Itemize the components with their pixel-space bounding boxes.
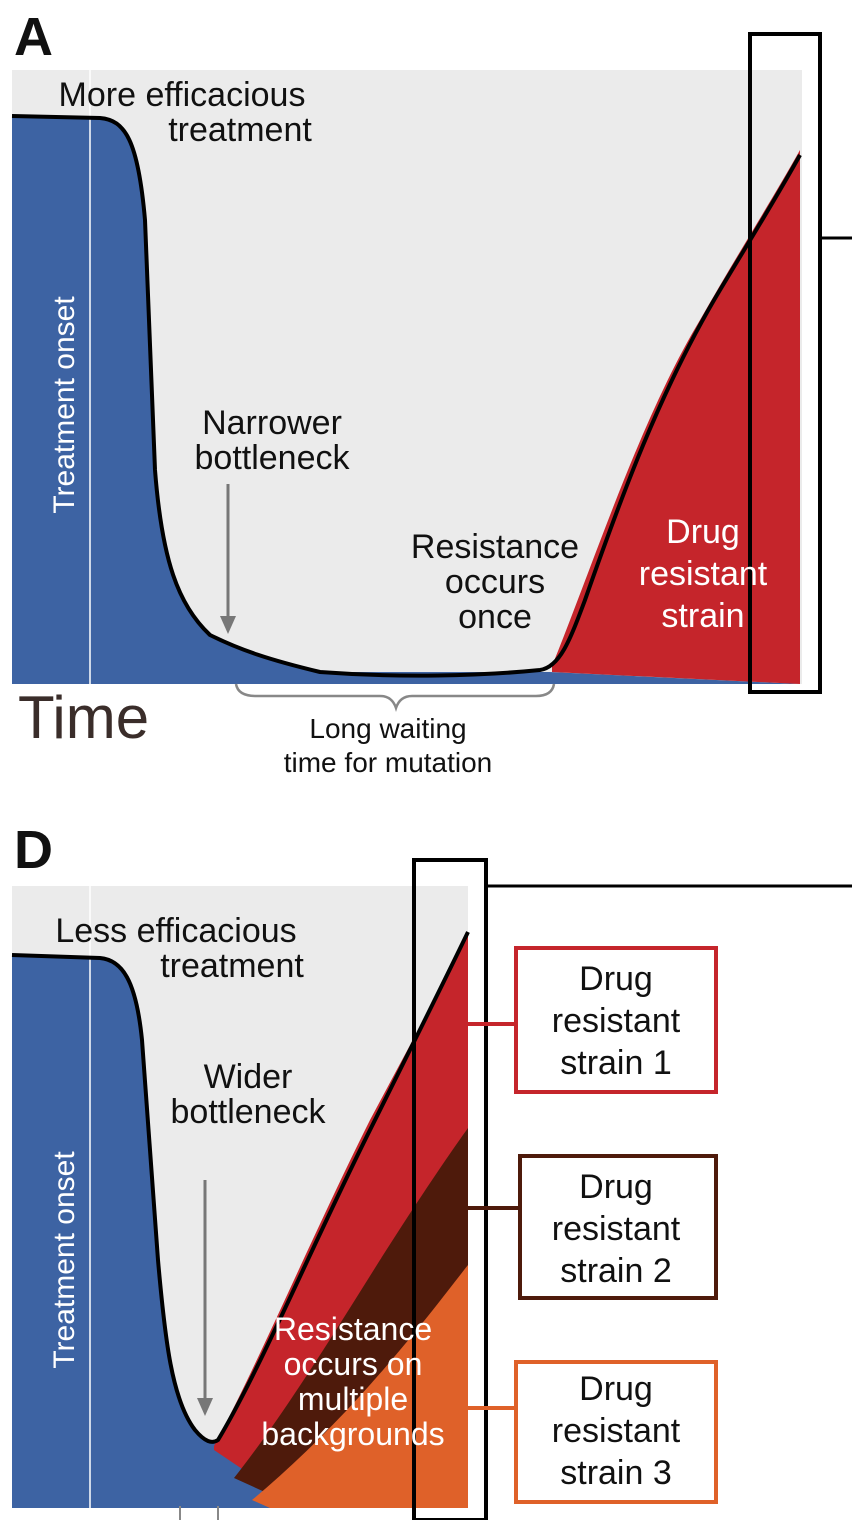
panel-a: A More efficacious treatment Treatment o… xyxy=(11,7,852,778)
panel-d-population-curve xyxy=(11,931,470,1444)
strain-2-label-2: resistant xyxy=(552,1210,681,1248)
panel-d-treatment-label-1: Less efficacious xyxy=(55,912,296,950)
panel-d-resistance-label-2: occurs on xyxy=(284,1346,423,1382)
panel-d-strain-3-box xyxy=(514,1360,718,1504)
panel-a-resistance-label-2: occurs xyxy=(445,563,545,601)
strain-2-label-3: strain 2 xyxy=(560,1252,672,1290)
panel-a-resistance-label-1: Resistance xyxy=(411,528,579,566)
panel-a-bottleneck-label-2: bottleneck xyxy=(195,439,351,477)
panel-a-onset-label: Treatment onset xyxy=(48,296,81,514)
panel-d-treatment-label-2: treatment xyxy=(160,947,304,985)
panel-d-susceptible-area xyxy=(12,955,300,1508)
panel-d-resistance-label-4: backgrounds xyxy=(261,1416,444,1452)
panel-a-treatment-label-2: treatment xyxy=(168,111,312,149)
panel-a-bottleneck-label-1: Narrower xyxy=(202,404,342,442)
panel-d-bottleneck-label-1: Wider xyxy=(204,1058,293,1096)
strain-1-label-1: Drug xyxy=(579,960,653,998)
panel-d-letter: D xyxy=(14,820,53,880)
panel-a-treatment-label-1: More efficacious xyxy=(59,76,306,114)
panel-a-highlight-box xyxy=(748,32,822,694)
panel-a-strain-label-3: strain xyxy=(661,597,744,635)
panel-a-population-curve xyxy=(11,114,802,678)
panel-a-strain-label-1: Drug xyxy=(666,513,740,551)
panel-d-bottleneck-arrowhead xyxy=(197,1398,213,1416)
panel-d-resistance-label-3: multiple xyxy=(298,1381,408,1417)
panel-a-bottleneck-arrowhead xyxy=(220,616,236,634)
panel-d-highlight-box xyxy=(412,858,488,1520)
strain-3-label-2: resistant xyxy=(552,1412,681,1450)
strain-3-label-3: strain 3 xyxy=(560,1454,672,1492)
panel-d-onset-label: Treatment onset xyxy=(48,1151,81,1369)
panel-a-susceptible-area xyxy=(12,116,800,684)
panel-d-bottleneck-label-2: bottleneck xyxy=(171,1093,327,1131)
panel-a-waiting-brace xyxy=(234,683,556,712)
panel-a-waiting-label-1: Long waiting xyxy=(309,713,466,744)
strain-1-label-3: strain 1 xyxy=(560,1044,672,1082)
panel-a-time-label: Time xyxy=(18,684,149,751)
panel-d-strain-2-box xyxy=(518,1154,718,1300)
panel-d-resistance-label-1: Resistance xyxy=(274,1311,432,1347)
strain-2-label-1: Drug xyxy=(579,1168,653,1206)
panel-d: D Drug resistant strain 1 Drug resistant… xyxy=(11,820,852,1520)
panel-a-letter: A xyxy=(14,7,53,67)
panel-d-strain-1-box xyxy=(514,946,718,1094)
panel-a-waiting-label-2: time for mutation xyxy=(284,747,493,778)
strain-1-label-2: resistant xyxy=(552,1002,681,1040)
panel-a-strain-label-2: resistant xyxy=(639,555,768,593)
panel-a-resistant-area xyxy=(552,150,800,684)
panel-a-resistance-label-3: once xyxy=(458,598,532,636)
strain-3-label-1: Drug xyxy=(579,1370,653,1408)
